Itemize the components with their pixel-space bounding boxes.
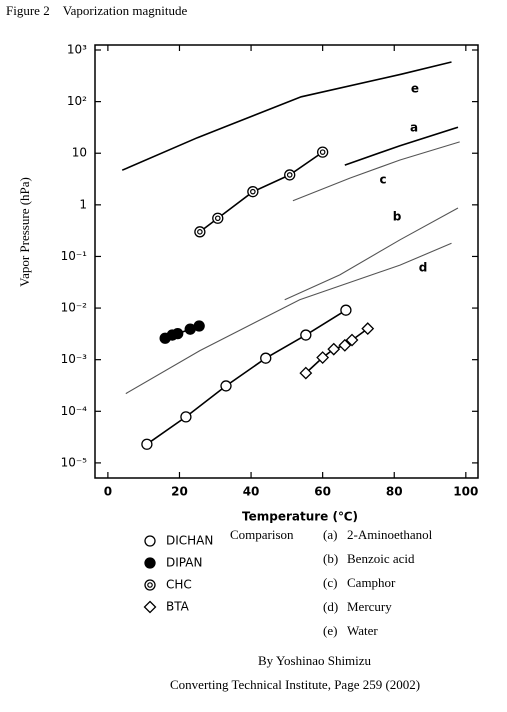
data-point xyxy=(247,186,259,198)
data-point xyxy=(172,327,184,340)
data-point xyxy=(317,146,329,158)
data-point xyxy=(194,226,206,238)
reference-curve xyxy=(284,207,459,301)
comparison-name: Water xyxy=(347,623,378,638)
legend-symbol xyxy=(144,579,156,591)
data-point xyxy=(340,304,352,316)
y-tick-label: 1 xyxy=(79,197,87,211)
data-point xyxy=(299,366,313,380)
legend-label: BTA xyxy=(166,600,190,614)
x-tick-label: 100 xyxy=(453,485,478,499)
comparison-key: (e) xyxy=(323,623,337,638)
curve-label: a xyxy=(410,121,418,135)
data-point xyxy=(361,322,375,336)
comparison-name: 2-Aminoethanol xyxy=(347,527,433,542)
y-tick-label: 10⁻⁵ xyxy=(61,455,88,469)
comparison-key: (c) xyxy=(323,575,337,590)
credit: By Yoshinao Shimizu xyxy=(258,653,372,668)
legend-label: DIPAN xyxy=(166,556,202,570)
y-tick-label: 10⁻¹ xyxy=(61,249,88,263)
chart-title: Figure 2 Vaporization magnitude xyxy=(6,3,187,18)
reference-curve xyxy=(344,126,459,166)
data-point xyxy=(141,438,153,450)
data-point xyxy=(212,212,224,224)
reference-curve xyxy=(121,61,452,171)
comparison-name: Benzoic acid xyxy=(347,551,415,566)
legend-symbol xyxy=(143,600,157,614)
comparison-key: (b) xyxy=(323,551,338,566)
comparison-name: Camphor xyxy=(347,575,396,590)
x-axis-label: Temperature (℃) xyxy=(242,510,358,524)
legend-symbol xyxy=(144,535,156,547)
legend-label: CHC xyxy=(166,578,192,592)
curve-label: b xyxy=(393,210,402,224)
credit: Converting Technical Institute, Page 259… xyxy=(170,677,420,692)
x-tick-label: 0 xyxy=(104,485,112,499)
y-tick-label: 10 xyxy=(72,146,87,160)
y-tick-label: 10³ xyxy=(67,43,87,57)
plot-frame xyxy=(94,44,479,479)
data-point xyxy=(220,380,232,392)
fit-line xyxy=(146,309,347,445)
comparison-key: (d) xyxy=(323,599,338,614)
x-tick-label: 80 xyxy=(386,485,403,499)
x-tick-label: 20 xyxy=(171,485,188,499)
y-axis-label: Vapor Pressure (hPa) xyxy=(17,177,32,287)
curve-label: e xyxy=(411,82,419,96)
x-tick-label: 60 xyxy=(314,485,331,499)
data-point xyxy=(193,320,205,332)
comparison-key: (a) xyxy=(323,527,337,542)
curve-label: c xyxy=(379,173,386,187)
data-point xyxy=(316,351,330,364)
data-point xyxy=(300,329,312,341)
reference-curve xyxy=(125,242,452,395)
data-point xyxy=(180,411,192,423)
y-tick-label: 10⁻² xyxy=(61,301,88,315)
data-point xyxy=(338,338,352,352)
comparison-name: Mercury xyxy=(347,599,392,614)
legend-label: DICHAN xyxy=(166,534,213,548)
y-tick-label: 10⁻³ xyxy=(61,352,88,366)
y-tick-label: 10² xyxy=(67,94,87,108)
curve-label: d xyxy=(419,261,428,275)
y-tick-label: 10⁻⁴ xyxy=(61,404,88,418)
data-point xyxy=(260,352,272,364)
x-tick-label: 40 xyxy=(243,485,260,499)
reference-curve xyxy=(292,141,460,202)
data-point xyxy=(345,333,359,347)
legend-symbol xyxy=(144,557,156,569)
data-point xyxy=(284,169,296,181)
comparison-title: Comparison xyxy=(230,527,294,542)
data-point xyxy=(327,342,341,356)
